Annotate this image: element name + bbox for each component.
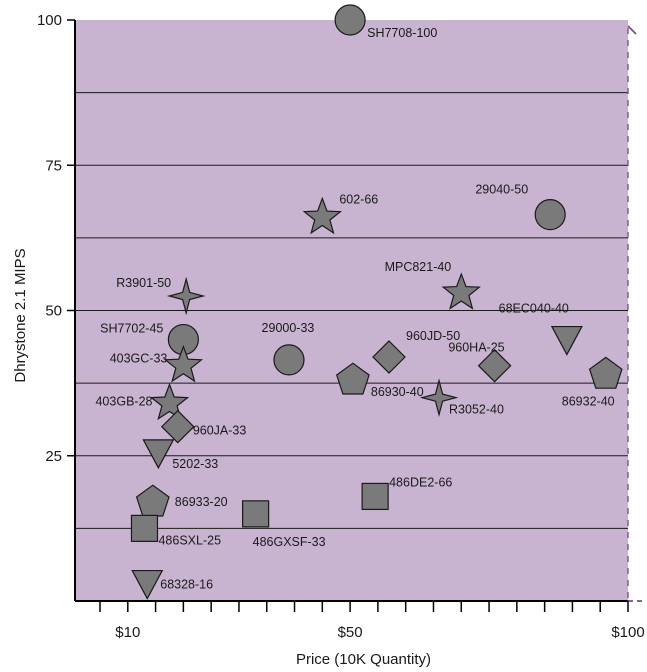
square-marker [130, 514, 159, 542]
y-tick-label: 25 [45, 448, 62, 465]
y-tick-label: 100 [37, 12, 62, 29]
four-point-star-marker [166, 276, 206, 316]
pentagon-marker [588, 356, 623, 389]
data-label: 86932-40 [562, 394, 615, 408]
data-label: MPC821-40 [385, 260, 452, 274]
data-label: 486DE2-66 [389, 475, 452, 489]
x-axis-title: Price (10K Quantity) [296, 651, 431, 668]
circle-marker [334, 4, 366, 36]
data-label: 68EC040-40 [499, 302, 569, 316]
circle-marker [534, 199, 566, 231]
square-marker [361, 482, 389, 511]
data-label: 486GXSF-33 [253, 535, 326, 549]
y-axis-title: Dhrystone 2.1 MIPS [12, 248, 29, 382]
data-label: 5202-33 [172, 457, 218, 471]
data-labels: SH7708-100 602-66 29040-50 R3901-50 MPC821-4… [95, 26, 614, 592]
star-marker [302, 196, 343, 235]
diamond-marker [372, 340, 406, 374]
data-label: 29000-33 [262, 321, 315, 335]
y-tick-label: 75 [45, 157, 62, 174]
x-tick-label: $100 [611, 624, 644, 641]
tick-marks: $10 $50 $100 25 50 75 100 [37, 12, 645, 641]
data-label: 960HA-25 [448, 341, 504, 355]
x-tick-label: $10 [115, 624, 140, 641]
data-label: 86930-40 [371, 385, 424, 399]
y-tick-label: 50 [45, 303, 62, 320]
square-marker [242, 500, 270, 528]
triangle-down-marker [131, 569, 164, 600]
data-label: 403GB-28 [95, 394, 152, 408]
triangle-down-marker [550, 325, 583, 356]
circle-marker [273, 344, 305, 376]
data-label: SH7708-100 [367, 26, 437, 40]
data-label: R3052-40 [449, 403, 504, 417]
data-points [130, 4, 623, 600]
data-label: 960JA-33 [193, 424, 247, 438]
star-marker [441, 272, 481, 310]
data-label: 486SXL-25 [158, 533, 221, 547]
data-label: 68328-16 [160, 578, 213, 592]
data-label: 86933-20 [175, 495, 228, 509]
four-point-star-marker [419, 378, 459, 417]
pentagon-marker [335, 362, 370, 395]
star-marker [163, 344, 204, 383]
data-label: 602-66 [339, 193, 378, 207]
data-label: 960JD-50 [406, 329, 460, 343]
data-label: R3901-50 [116, 276, 171, 290]
diamond-marker [477, 348, 512, 383]
triangle-down-marker [142, 439, 175, 470]
diamond-marker [160, 409, 195, 444]
data-label: SH7702-45 [100, 322, 163, 336]
data-label: 403GC-33 [110, 352, 168, 366]
x-tick-label: $50 [338, 624, 363, 641]
corner-mark [627, 25, 637, 35]
data-label: 29040-50 [475, 183, 528, 197]
star-marker [149, 382, 190, 421]
